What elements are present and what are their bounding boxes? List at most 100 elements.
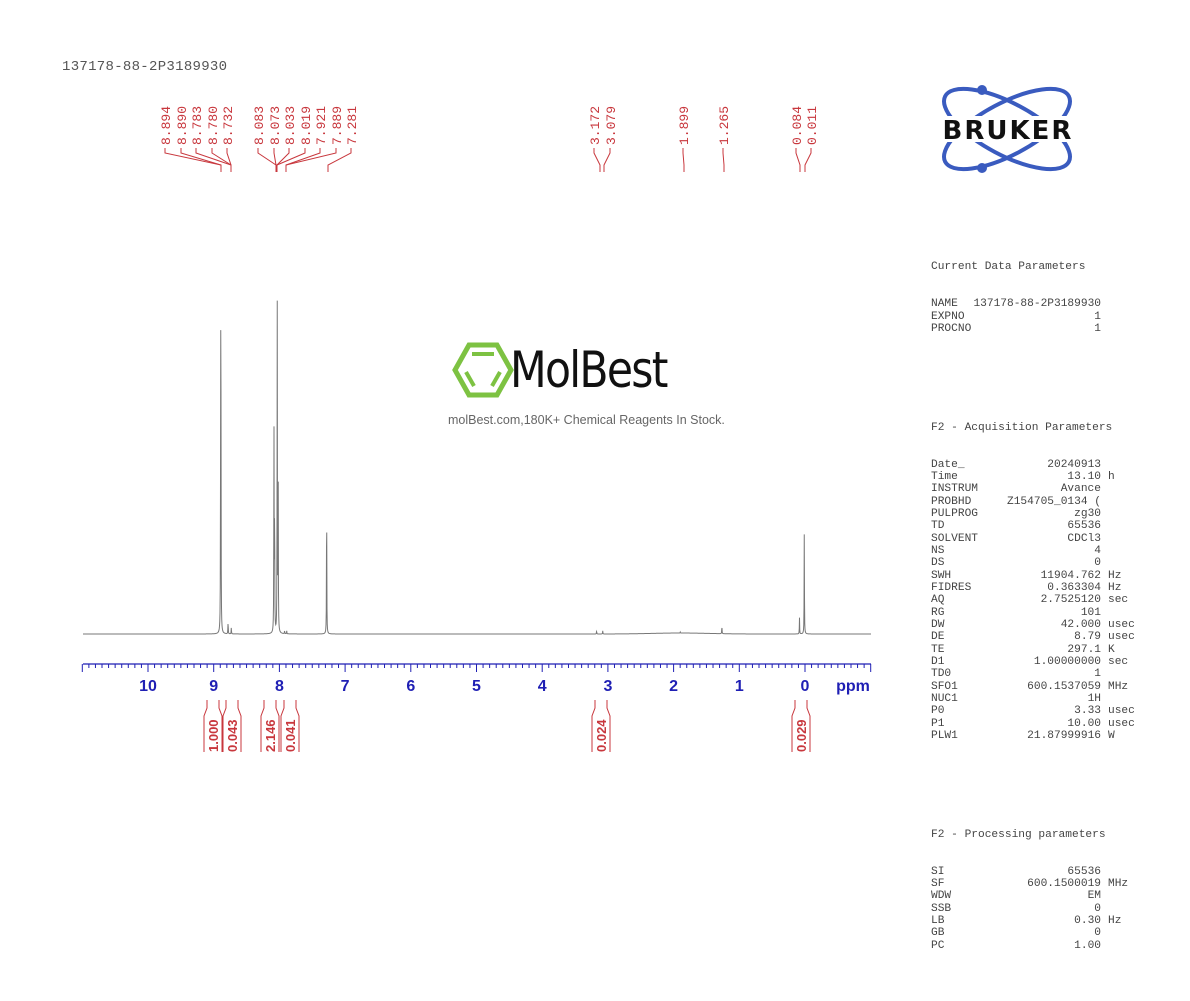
integral-labels: 1.000 0.043 2.146 0.041 0.024 0.029 <box>203 700 811 752</box>
peak-label: 0.011 <box>805 106 820 145</box>
param-key: RG <box>931 606 945 619</box>
param-value: 1H <box>1087 693 1101 706</box>
param-unit <box>1101 903 1108 915</box>
param-row-plw1: PLW1 21.87999916 W <box>931 730 1135 742</box>
peak-label: 1.899 <box>677 106 692 145</box>
param-key: TD0 <box>931 668 952 681</box>
x-tick-label: 4 <box>538 678 547 695</box>
param-row-pulprog: PULPROG zg30 <box>931 508 1135 520</box>
param-unit <box>1101 927 1108 939</box>
param-key: SOLVENT <box>931 532 978 545</box>
x-tick-label: 2 <box>669 678 678 695</box>
peak-labels: 8.894 8.890 8.783 8.780 8.732 8.083 8.073 8.033… <box>159 106 820 172</box>
param-key: P1 <box>931 717 945 730</box>
param-key: NUC1 <box>931 693 958 706</box>
peak-label: 0.084 <box>790 106 805 145</box>
param-row-probhd: PROBHD Z154705_0134 ( <box>931 496 1135 508</box>
param-row-sfo1: SFO1 600.1537059 MHz <box>931 681 1135 693</box>
bruker-wordmark: BRUKER <box>943 116 1074 146</box>
param-unit: W <box>1108 730 1115 743</box>
param-unit <box>1101 557 1108 569</box>
param-row-date: Date_ 20240913 <box>931 459 1135 471</box>
param-value: 10.00 <box>1067 717 1101 730</box>
param-row-swh: SWH 11904.762 Hz <box>931 570 1135 582</box>
spectrum-trace <box>83 300 871 635</box>
param-value: 0 <box>1094 927 1101 940</box>
peak-label: 7.889 <box>330 106 345 145</box>
param-row-gb: GB 0 <box>931 927 1135 939</box>
param-row-wdw: WDW EM <box>931 890 1135 902</box>
x-tick-label: 5 <box>472 678 481 695</box>
param-value: 600.1537059 <box>1027 680 1101 693</box>
param-value: EM <box>1087 890 1101 903</box>
section-title: Current Data Parameters <box>931 261 1086 274</box>
param-row-solvent: SOLVENT CDCl3 <box>931 533 1135 545</box>
param-key: DE <box>931 631 945 644</box>
param-row-p0: P0 3.33 usec <box>931 705 1135 717</box>
param-row-de: DE 8.79 usec <box>931 631 1135 643</box>
param-value: 65536 <box>1067 865 1101 878</box>
param-value: 600.1500019 <box>1027 877 1101 890</box>
section-title: F2 - Processing parameters <box>931 828 1106 841</box>
param-unit <box>1101 298 1108 310</box>
acquisition-parameters: F2 - Acquisition Parameters Date_ 2024091… <box>931 397 1135 767</box>
param-key: INSTRUM <box>931 483 978 496</box>
peak-label: 8.890 <box>175 106 190 145</box>
x-tick-label: 10 <box>139 678 157 695</box>
param-value: Avance <box>1060 483 1101 496</box>
param-unit <box>1101 483 1108 495</box>
peak-label: 8.033 <box>283 106 298 145</box>
electron-icon <box>977 163 987 173</box>
param-unit: K <box>1108 643 1115 656</box>
param-unit <box>1101 890 1108 902</box>
peak-label: 8.732 <box>221 106 236 145</box>
param-value: 11904.762 <box>1040 569 1101 582</box>
param-unit <box>1101 866 1108 878</box>
param-value: 21.87999916 <box>1027 730 1101 743</box>
param-key: AQ <box>931 594 945 607</box>
param-value: 137178-88-2P3189930 <box>973 298 1101 311</box>
parameters-panel: Current Data Parameters NAME 137178-88-2P… <box>931 212 1135 1001</box>
benzene-logo-icon <box>452 342 514 398</box>
x-axis-label: ppm <box>836 678 870 695</box>
param-value: 1 <box>1094 323 1101 336</box>
molbest-tagline: molBest.com,180K+ Chemical Reagents In S… <box>448 413 725 427</box>
param-value: 1 <box>1094 310 1101 323</box>
peak-label: 8.894 <box>159 106 174 145</box>
param-unit <box>1101 607 1108 619</box>
section-title: F2 - Acquisition Parameters <box>931 421 1113 434</box>
param-unit <box>1101 496 1108 508</box>
param-unit <box>1101 459 1108 471</box>
param-value: 0.30 <box>1074 914 1101 927</box>
integral-value: 0.041 <box>283 719 298 752</box>
param-value: 4 <box>1094 544 1101 557</box>
param-unit <box>1101 940 1108 952</box>
peak-label: 7.921 <box>314 106 329 145</box>
peak-label: 8.780 <box>206 106 221 145</box>
param-value: CDCl3 <box>1067 532 1101 545</box>
param-unit: Hz <box>1108 914 1122 927</box>
param-unit <box>1101 508 1108 520</box>
processing-parameters: F2 - Processing parameters SI 65536 SF 600.… <box>931 804 1135 977</box>
param-unit: sec <box>1108 656 1129 669</box>
param-unit: Hz <box>1108 569 1122 582</box>
param-row-lb: LB 0.30 Hz <box>931 915 1135 927</box>
param-unit: MHz <box>1108 877 1129 890</box>
param-key: TD <box>931 520 945 533</box>
param-row-si: SI 65536 <box>931 866 1135 878</box>
peak-label: 3.079 <box>604 106 619 145</box>
param-key: P0 <box>931 705 945 718</box>
x-tick-label: 1 <box>735 678 744 695</box>
peak-label: 3.172 <box>588 106 603 145</box>
param-row-ds: DS 0 <box>931 557 1135 569</box>
param-value: 297.1 <box>1067 643 1101 656</box>
param-value: 42.000 <box>1060 619 1101 631</box>
param-unit <box>1101 311 1108 323</box>
param-unit: usec <box>1108 717 1135 730</box>
param-key: FIDRES <box>931 581 972 594</box>
param-key: PROCNO <box>931 323 972 336</box>
param-key: PULPROG <box>931 507 978 520</box>
param-unit <box>1101 693 1108 705</box>
param-value: Z154705_0134 ( <box>1007 495 1101 508</box>
param-key: PROBHD <box>931 495 972 508</box>
